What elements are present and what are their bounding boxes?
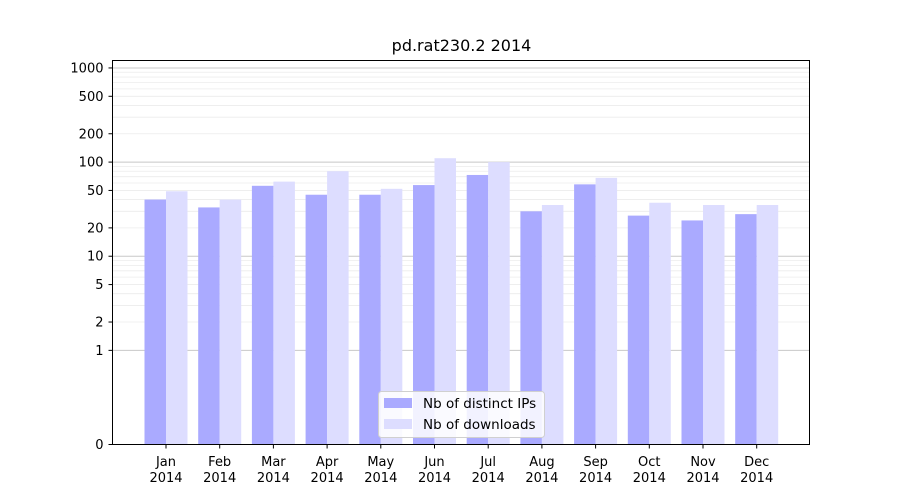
bar-distinct-ips-jan xyxy=(144,199,166,445)
y-tick-label: 2 xyxy=(95,316,103,331)
y-tick-label: 100 xyxy=(79,156,104,171)
bar-distinct-ips-aug xyxy=(520,211,542,445)
bar-downloads-feb xyxy=(219,199,242,445)
y-tick-label: 1 xyxy=(95,344,103,359)
x-tick-label-nov: Nov 2014 xyxy=(686,455,719,486)
plot-frame xyxy=(112,60,810,445)
legend-label: Nb of downloads xyxy=(423,417,536,433)
x-tick-label-may: May 2014 xyxy=(364,455,397,486)
y-tick-label: 10 xyxy=(87,250,104,265)
bar-distinct-ips-may xyxy=(359,194,381,445)
bar-downloads-oct xyxy=(649,202,671,445)
y-tick-label: 200 xyxy=(79,127,104,142)
x-tick-label-sep: Sep 2014 xyxy=(579,455,612,486)
bar-distinct-ips-jun xyxy=(413,185,435,445)
bar-downloads-mar xyxy=(273,181,295,445)
x-tick-label-oct: Oct 2014 xyxy=(633,455,666,486)
bar-downloads-aug xyxy=(541,205,564,445)
bar-downloads-sep xyxy=(595,177,618,445)
bars xyxy=(144,158,779,445)
legend-box xyxy=(378,391,545,438)
y-tick-label: 500 xyxy=(79,90,104,105)
bar-distinct-ips-oct xyxy=(627,215,650,445)
bar-downloads-may xyxy=(380,188,403,445)
bar-downloads-dec xyxy=(756,205,779,445)
x-tick-label-jun: Jun 2014 xyxy=(418,455,451,486)
x-tick-label-dec: Dec 2014 xyxy=(740,455,773,486)
bar-distinct-ips-apr xyxy=(305,194,328,445)
y-tick-label: 50 xyxy=(87,184,104,199)
x-tick-label-mar: Mar 2014 xyxy=(257,455,290,486)
x-tick-label-apr: Apr 2014 xyxy=(311,455,344,486)
bar-distinct-ips-jul xyxy=(466,174,489,445)
legend-label: Nb of distinct IPs xyxy=(423,396,536,412)
y-axis: 0 1 2 5 10 20 50 100 200 500 1000 xyxy=(70,61,113,453)
bar-distinct-ips-mar xyxy=(251,185,274,445)
bar-downloads-nov xyxy=(703,205,725,445)
y-tick-label: 20 xyxy=(87,221,104,236)
bar-downloads-jan xyxy=(166,191,188,445)
x-tick-label-aug: Aug 2014 xyxy=(525,455,558,486)
y-tick-label: 5 xyxy=(95,278,103,293)
x-axis: Jan 2014 Feb 2014 Mar 2014 Apr 2014 May 2014 Jun 20… xyxy=(149,444,773,486)
bar-downloads-jul xyxy=(488,162,510,445)
y-tick-label: 1000 xyxy=(70,61,103,76)
bar-distinct-ips-feb xyxy=(198,207,220,445)
y-tick-label: 0 xyxy=(95,438,103,453)
bar-distinct-ips-dec xyxy=(735,214,757,445)
legend: Nb of distinct IPs Nb of downloads xyxy=(378,391,545,438)
bar-distinct-ips-sep xyxy=(574,184,596,445)
legend-swatch xyxy=(384,398,412,408)
x-tick-label-jan: Jan 2014 xyxy=(149,455,182,486)
x-tick-label-feb: Feb 2014 xyxy=(203,455,236,486)
chart-title: pd.rat230.2 2014 xyxy=(392,36,532,55)
x-tick-label-jul: Jul 2014 xyxy=(472,455,505,486)
bar-downloads-apr xyxy=(327,171,349,445)
legend-swatch xyxy=(384,419,412,429)
bar-distinct-ips-nov xyxy=(681,220,703,445)
bar-downloads-jun xyxy=(434,158,456,445)
